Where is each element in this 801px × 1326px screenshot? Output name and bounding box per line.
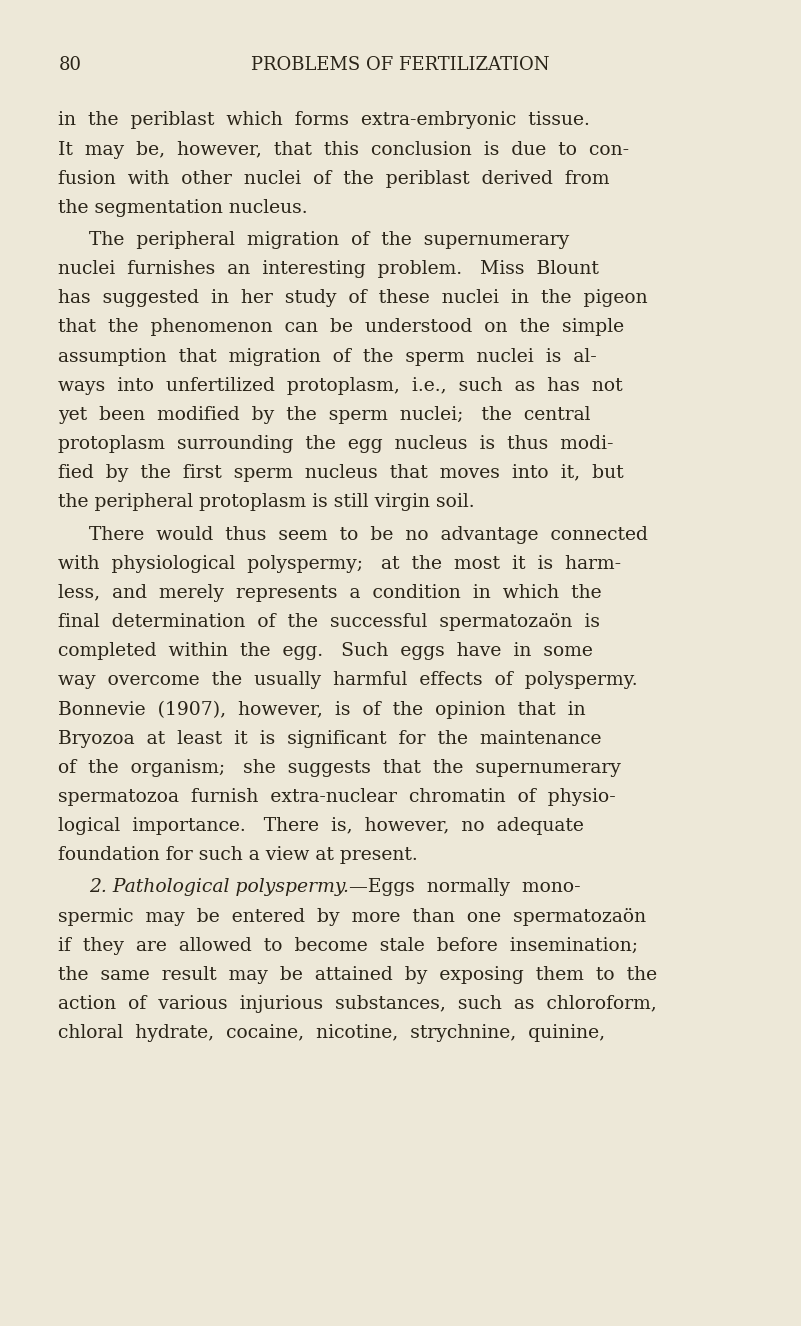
Text: spermatozoa  furnish  extra-nuclear  chromatin  of  physio-: spermatozoa furnish extra-nuclear chroma… <box>58 788 616 806</box>
Text: action  of  various  injurious  substances,  such  as  chloroform,: action of various injurious substances, … <box>58 994 658 1013</box>
Text: the segmentation nucleus.: the segmentation nucleus. <box>58 199 308 217</box>
Text: —Eggs  normally  mono-: —Eggs normally mono- <box>349 878 581 896</box>
Text: protoplasm  surrounding  the  egg  nucleus  is  thus  modi-: protoplasm surrounding the egg nucleus i… <box>58 435 614 453</box>
Text: way  overcome  the  usually  harmful  effects  of  polyspermy.: way overcome the usually harmful effects… <box>58 671 638 690</box>
Text: Bryozoa  at  least  it  is  significant  for  the  maintenance: Bryozoa at least it is significant for t… <box>58 729 602 748</box>
Text: the peripheral protoplasm is still virgin soil.: the peripheral protoplasm is still virgi… <box>58 493 475 512</box>
Text: completed  within  the  egg.   Such  eggs  have  in  some: completed within the egg. Such eggs have… <box>58 642 594 660</box>
Text: foundation for such a view at present.: foundation for such a view at present. <box>58 846 418 865</box>
Text: There  would  thus  seem  to  be  no  advantage  connected: There would thus seem to be no advantage… <box>89 525 648 544</box>
Text: ways  into  unfertilized  protoplasm,  i.e.,  such  as  has  not: ways into unfertilized protoplasm, i.e.,… <box>58 377 623 395</box>
Text: in  the  periblast  which  forms  extra-embryonic  tissue.: in the periblast which forms extra-embry… <box>58 111 590 130</box>
Text: with  physiological  polyspermy;   at  the  most  it  is  harm-: with physiological polyspermy; at the mo… <box>58 554 622 573</box>
Text: less,  and  merely  represents  a  condition  in  which  the: less, and merely represents a condition … <box>58 583 602 602</box>
Text: PROBLEMS OF FERTILIZATION: PROBLEMS OF FERTILIZATION <box>252 56 549 74</box>
Text: fusion  with  other  nuclei  of  the  periblast  derived  from: fusion with other nuclei of the periblas… <box>58 170 610 188</box>
Text: 2. Pathological polyspermy.: 2. Pathological polyspermy. <box>89 878 349 896</box>
Text: the  same  result  may  be  attained  by  exposing  them  to  the: the same result may be attained by expos… <box>58 965 658 984</box>
Text: of  the  organism;   she  suggests  that  the  supernumerary: of the organism; she suggests that the s… <box>58 758 622 777</box>
Text: has  suggested  in  her  study  of  these  nuclei  in  the  pigeon: has suggested in her study of these nucl… <box>58 289 648 308</box>
Text: Bonnevie  (1907),  however,  is  of  the  opinion  that  in: Bonnevie (1907), however, is of the opin… <box>58 700 586 719</box>
Text: if  they  are  allowed  to  become  stale  before  insemination;: if they are allowed to become stale befo… <box>58 936 638 955</box>
Text: chloral  hydrate,  cocaine,  nicotine,  strychnine,  quinine,: chloral hydrate, cocaine, nicotine, stry… <box>58 1024 606 1042</box>
Text: logical  importance.   There  is,  however,  no  adequate: logical importance. There is, however, n… <box>58 817 585 835</box>
Text: 80: 80 <box>58 56 82 74</box>
Text: assumption  that  migration  of  the  sperm  nuclei  is  al-: assumption that migration of the sperm n… <box>58 347 598 366</box>
Text: It  may  be,  however,  that  this  conclusion  is  due  to  con-: It may be, however, that this conclusion… <box>58 141 630 159</box>
Text: spermic  may  be  entered  by  more  than  one  spermatozaön: spermic may be entered by more than one … <box>58 907 646 926</box>
Text: fied  by  the  first  sperm  nucleus  that  moves  into  it,  but: fied by the first sperm nucleus that mov… <box>58 464 624 483</box>
Text: nuclei  furnishes  an  interesting  problem.   Miss  Blount: nuclei furnishes an interesting problem.… <box>58 260 599 278</box>
Text: final  determination  of  the  successful  spermatozaön  is: final determination of the successful sp… <box>58 613 601 631</box>
Text: that  the  phenomenon  can  be  understood  on  the  simple: that the phenomenon can be understood on… <box>58 318 625 337</box>
Text: yet  been  modified  by  the  sperm  nuclei;   the  central: yet been modified by the sperm nuclei; t… <box>58 406 591 424</box>
Text: The  peripheral  migration  of  the  supernumerary: The peripheral migration of the supernum… <box>89 231 570 249</box>
